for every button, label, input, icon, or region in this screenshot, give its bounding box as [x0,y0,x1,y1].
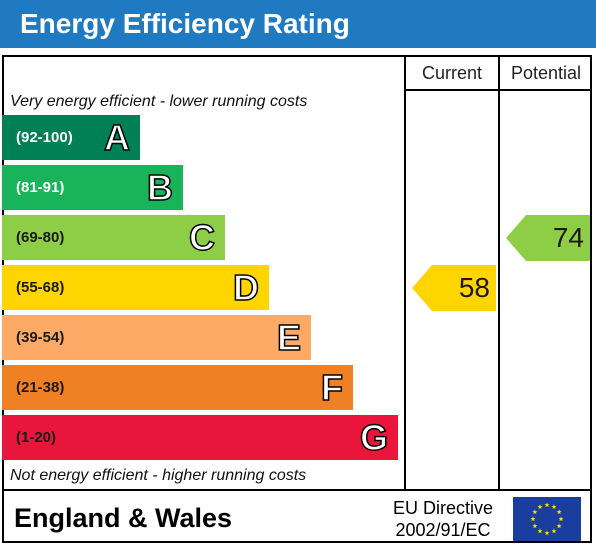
flag-star [530,516,536,522]
current-column-divider [404,55,406,491]
band-letter-label: F [320,366,344,409]
band-range-label: (1-20) [16,429,57,446]
flag-star [537,504,543,509]
band-f: (21-38) F [2,365,353,410]
potential-column-divider [498,55,500,491]
band-a: (92-100) A [2,115,140,160]
flag-star [537,528,543,534]
eu-directive: EU Directive 2002/91/EC [386,497,500,541]
flag-star [551,528,557,534]
band-range-label: (92-100) [16,129,73,146]
band-range-label: (39-54) [16,329,65,346]
band-d: (55-68) D [2,265,269,310]
band-e: (39-54) E [2,315,311,360]
potential-column-header: Potential [510,63,582,83]
band-range-label: (55-68) [16,279,65,296]
current-rating-value: 58 [458,271,490,303]
flag-star [544,530,550,536]
potential-arrow-shape [506,214,590,261]
chart-title: Energy Efficiency Rating [20,8,350,39]
band-letter-label: B [146,166,174,209]
flag-star [556,523,562,529]
band-c: (69-80) C [2,215,225,260]
band-range-label: (81-91) [16,179,65,196]
band-range-label: (69-80) [16,229,65,246]
footer-rule [2,489,592,491]
flag-star [556,509,562,515]
bottom-caption: Not energy efficient - higher running co… [10,467,307,484]
band-b: (81-91) B [2,165,183,210]
current-arrow-shape [412,264,496,311]
eu-flag-icon [513,497,581,541]
directive-line-1: EU Directive [392,498,494,518]
flag-star [532,523,538,529]
flag-star [558,516,564,522]
directive-line-2: 2002/91/EC [395,520,491,540]
band-letter-label: G [359,416,389,459]
band-letter-label: E [276,316,302,359]
title-bar: Energy Efficiency Rating [0,0,596,48]
potential-rating-value: 74 [552,221,584,253]
band-range-label: (21-38) [16,379,65,396]
flag-star [532,509,538,515]
band-letter-label: D [232,266,260,309]
column-header-rule [404,89,592,91]
region-label: England & Wales [14,503,233,533]
band-letter-label: A [103,116,131,159]
band-g: (1-20) G [2,415,398,460]
band-letter-label: C [188,216,216,259]
top-caption: Very energy efficient - lower running co… [10,93,308,110]
flag-star [551,504,557,509]
flag-star [544,502,550,508]
current-column-header: Current [421,63,483,83]
